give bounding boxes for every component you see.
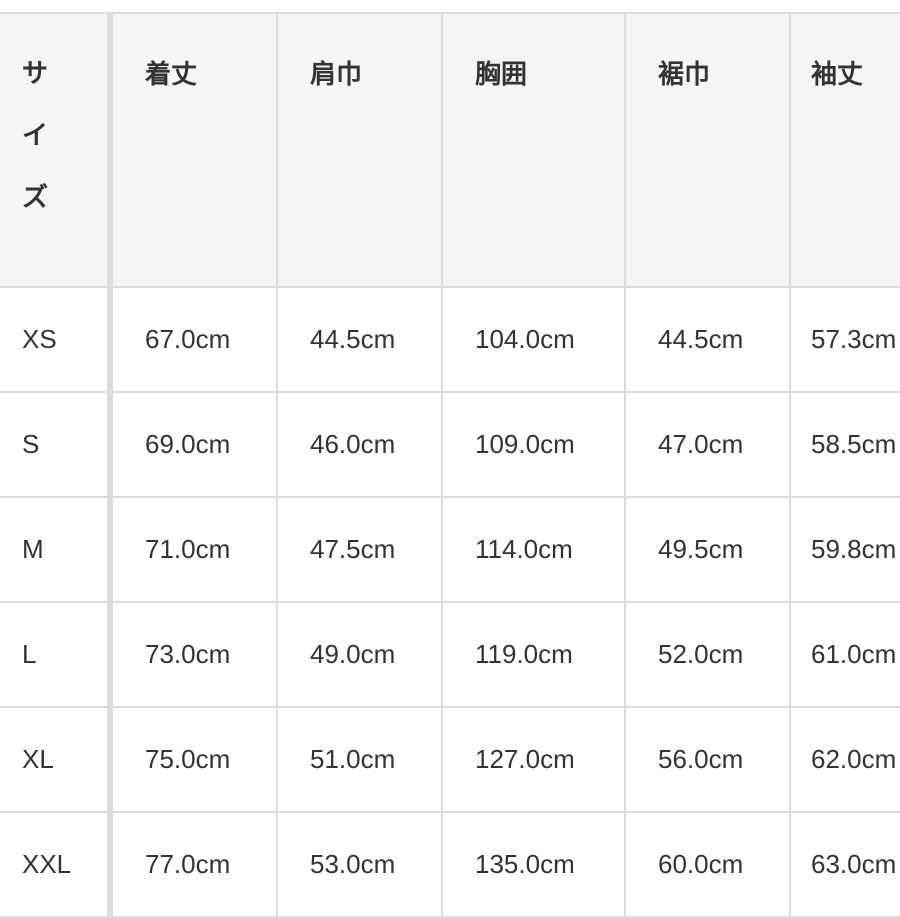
size-chart-table: サ イ ズ 着丈 肩巾 胸囲 裾巾 袖丈 XS 67.0cm 44.5cm 104.0… — [0, 12, 900, 918]
table-row: M 71.0cm 47.5cm 114.0cm 49.5cm 59.8cm — [0, 496, 900, 603]
header-size-char: イ — [22, 120, 49, 150]
header-size: サ イ ズ — [0, 12, 113, 288]
measurement-cell: 58.5cm — [789, 391, 900, 498]
measurement-cell: 135.0cm — [441, 811, 626, 918]
measurement-cell: 71.0cm — [109, 496, 278, 603]
table-row: S 69.0cm 46.0cm 109.0cm 47.0cm 58.5cm — [0, 391, 900, 498]
header-hem: 裾巾 — [624, 12, 791, 288]
header-size-char: サ — [22, 58, 49, 88]
measurement-cell: 60.0cm — [624, 811, 791, 918]
table-row: XL 75.0cm 51.0cm 127.0cm 56.0cm 62.0cm — [0, 706, 900, 813]
measurement-cell: 67.0cm — [109, 286, 278, 393]
size-cell: S — [0, 391, 113, 498]
size-cell: M — [0, 496, 113, 603]
measurement-cell: 75.0cm — [109, 706, 278, 813]
measurement-cell: 119.0cm — [441, 601, 626, 708]
measurement-cell: 52.0cm — [624, 601, 791, 708]
header-chest: 胸囲 — [441, 12, 626, 288]
measurement-cell: 49.5cm — [624, 496, 791, 603]
measurement-cell: 63.0cm — [789, 811, 900, 918]
measurement-cell: 47.0cm — [624, 391, 791, 498]
measurement-cell: 69.0cm — [109, 391, 278, 498]
measurement-cell: 51.0cm — [276, 706, 443, 813]
measurement-cell: 53.0cm — [276, 811, 443, 918]
header-row: サ イ ズ 着丈 肩巾 胸囲 裾巾 袖丈 — [0, 12, 900, 288]
size-cell: XS — [0, 286, 113, 393]
measurement-cell: 73.0cm — [109, 601, 278, 708]
measurement-cell: 77.0cm — [109, 811, 278, 918]
measurement-cell: 49.0cm — [276, 601, 443, 708]
measurement-cell: 61.0cm — [789, 601, 900, 708]
measurement-cell: 57.3cm — [789, 286, 900, 393]
header-shoulder: 肩巾 — [276, 12, 443, 288]
measurement-cell: 62.0cm — [789, 706, 900, 813]
header-sleeve: 袖丈 — [789, 12, 900, 288]
measurement-cell: 44.5cm — [276, 286, 443, 393]
measurement-cell: 127.0cm — [441, 706, 626, 813]
measurement-cell: 46.0cm — [276, 391, 443, 498]
measurement-cell: 114.0cm — [441, 496, 626, 603]
header-length: 着丈 — [109, 12, 278, 288]
measurement-cell: 109.0cm — [441, 391, 626, 498]
table-row: XXL 77.0cm 53.0cm 135.0cm 60.0cm 63.0cm — [0, 811, 900, 918]
size-cell: L — [0, 601, 113, 708]
measurement-cell: 56.0cm — [624, 706, 791, 813]
measurement-cell: 44.5cm — [624, 286, 791, 393]
measurement-cell: 104.0cm — [441, 286, 626, 393]
measurement-cell: 59.8cm — [789, 496, 900, 603]
size-cell: XXL — [0, 811, 113, 918]
header-size-char: ズ — [22, 182, 49, 212]
table-row: L 73.0cm 49.0cm 119.0cm 52.0cm 61.0cm — [0, 601, 900, 708]
table-row: XS 67.0cm 44.5cm 104.0cm 44.5cm 57.3cm — [0, 286, 900, 393]
measurement-cell: 47.5cm — [276, 496, 443, 603]
size-cell: XL — [0, 706, 113, 813]
